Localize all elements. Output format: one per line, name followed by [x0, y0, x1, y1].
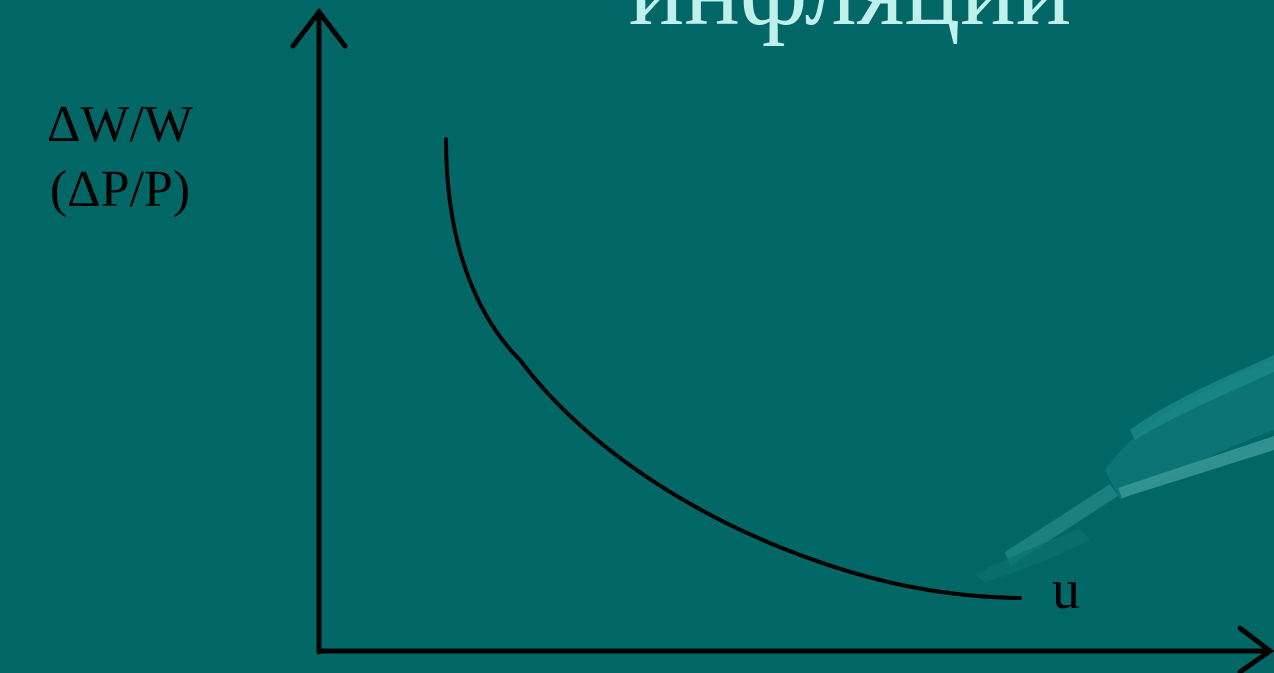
slide-title: инфляции: [430, 0, 1270, 42]
y-axis-label: ΔW/W (ΔP/P): [0, 92, 240, 222]
pen-icon: [975, 355, 1274, 582]
curve-label: u: [1052, 559, 1080, 621]
axes: [290, 7, 1274, 673]
y-axis-label-line2: (ΔP/P): [49, 161, 191, 218]
y-axis-arrow: [290, 7, 348, 49]
curve: [444, 137, 1022, 600]
y-axis-label-line1: ΔW/W: [46, 96, 194, 153]
x-axis-arrow: [1237, 625, 1274, 673]
